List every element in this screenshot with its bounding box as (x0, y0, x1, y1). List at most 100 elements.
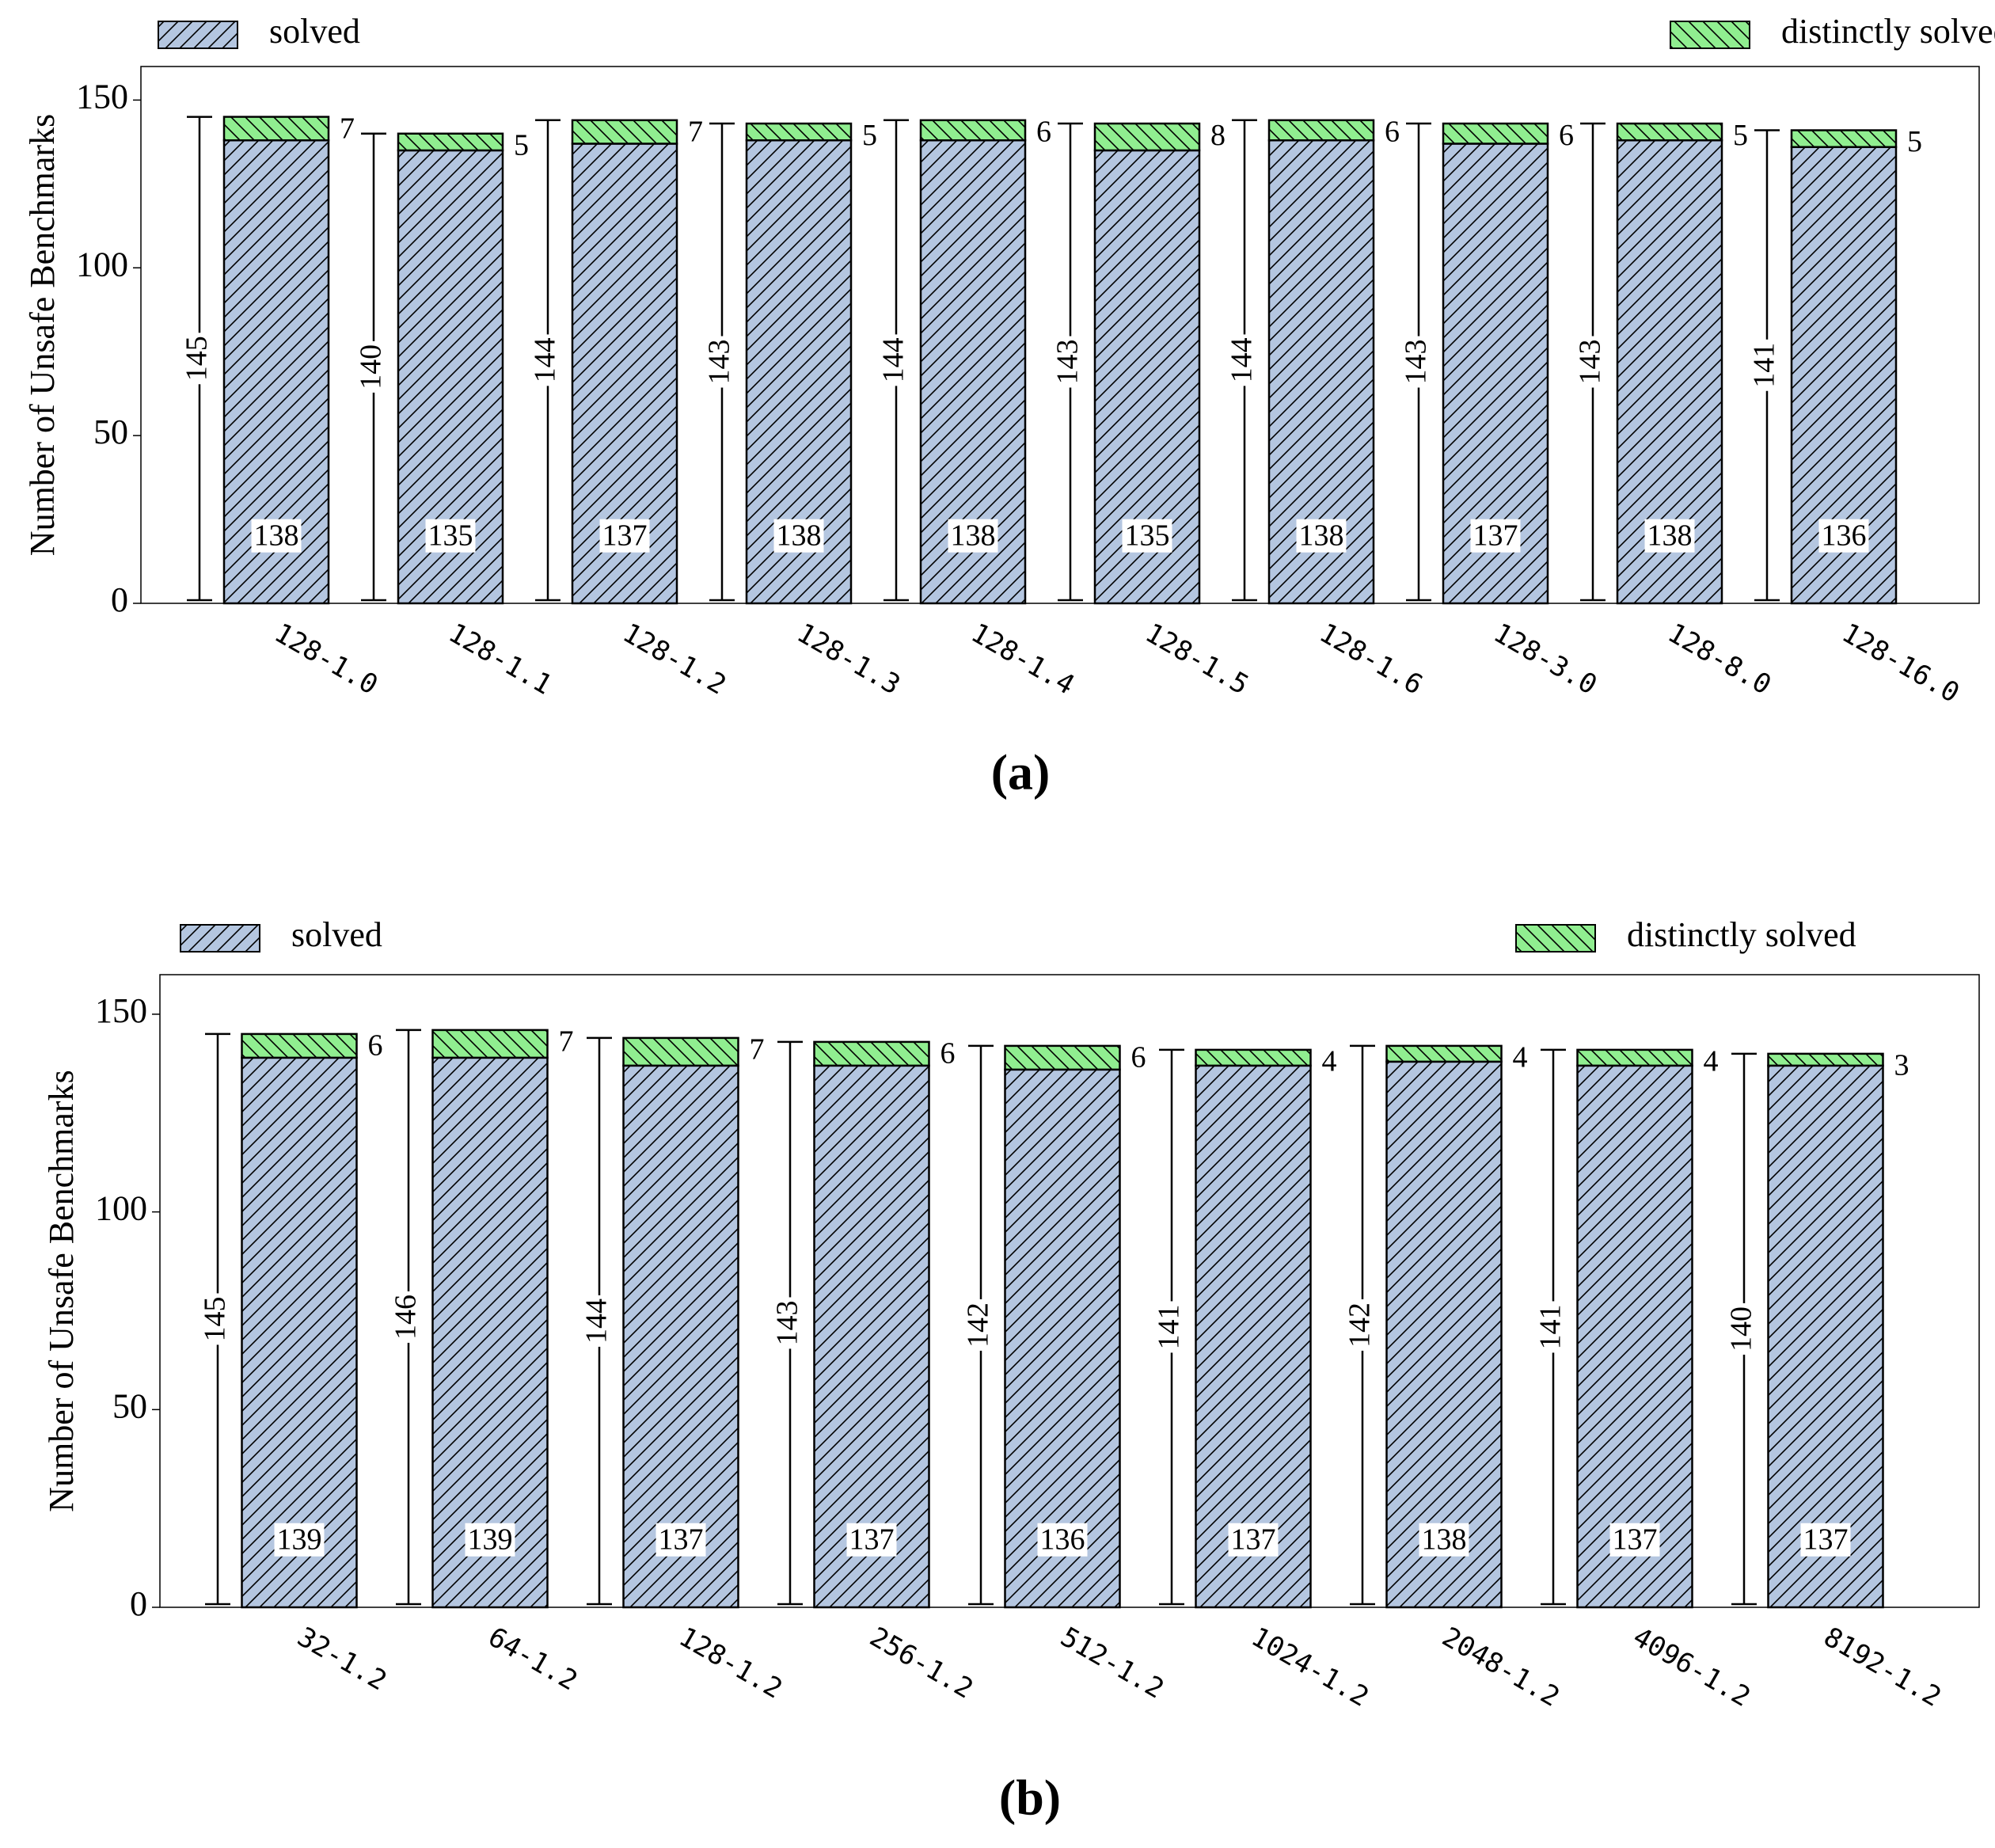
x-tick-label: 128-1.5 (1140, 617, 1254, 701)
value-label-bg (1609, 1523, 1660, 1557)
plot-frame (140, 66, 1980, 604)
value-label: 137 (849, 1523, 895, 1557)
value-label: 137 (1231, 1523, 1276, 1557)
x-tick-label: 128-1.2 (674, 1621, 788, 1705)
value-label-bg (599, 519, 650, 553)
value-label: 137 (1613, 1523, 1658, 1557)
bar (1576, 1064, 1693, 1609)
bar (622, 1064, 739, 1609)
total-label-bg (1343, 1299, 1377, 1351)
bar (1767, 1052, 1884, 1067)
total-label: 143 (1051, 340, 1085, 385)
bar (1616, 122, 1723, 142)
y-tick-label: 150 (76, 77, 128, 116)
total-label-bg (1533, 1301, 1568, 1353)
value-label: 6 (1385, 116, 1400, 149)
value-label-bg (425, 519, 476, 553)
value-label: 7 (688, 116, 703, 149)
caption: (b) (999, 1770, 1061, 1826)
value-label: 137 (1473, 519, 1518, 553)
value-label: 137 (1803, 1523, 1849, 1557)
total-label-bg (1724, 1302, 1758, 1355)
value-label-bg (1470, 519, 1521, 553)
value-label: 3 (1894, 1049, 1910, 1082)
x-tick-label: 128-1.6 (1314, 617, 1428, 701)
value-label-bg (846, 1523, 897, 1557)
total-label: 142 (1343, 1302, 1377, 1348)
total-label: 145 (180, 336, 214, 381)
value-label: 5 (862, 119, 877, 152)
value-label-bg (1419, 1523, 1469, 1557)
x-tick-label: 256-1.2 (864, 1621, 978, 1705)
bar (813, 1064, 930, 1609)
bar (1004, 1044, 1121, 1071)
value-label: 139 (277, 1523, 322, 1557)
y-tick-label: 100 (76, 245, 128, 283)
value-label: 138 (1422, 1523, 1467, 1557)
total-label: 140 (355, 344, 388, 390)
value-label-bg (1296, 519, 1347, 553)
total-label: 143 (1574, 340, 1607, 385)
value-label: 135 (428, 519, 473, 553)
legend-swatch (1670, 21, 1750, 49)
total-label: 144 (1226, 337, 1259, 382)
bar (241, 1056, 358, 1609)
value-label-bg (948, 519, 998, 553)
bar (1195, 1048, 1312, 1067)
x-tick-label: 1024-1.2 (1246, 1621, 1374, 1713)
value-label: 138 (777, 519, 822, 553)
total-label-bg (180, 333, 214, 385)
value-label: 7 (559, 1025, 574, 1059)
y-tick-label: 150 (95, 991, 147, 1030)
bar (919, 119, 1027, 142)
bar (241, 1032, 358, 1059)
y-axis-label: Number of Unsafe Benchmarks (23, 114, 62, 556)
total-label: 143 (1400, 340, 1433, 385)
x-tick-label: 128-1.0 (269, 617, 383, 701)
total-label: 141 (1153, 1304, 1186, 1349)
total-label-bg (876, 334, 910, 386)
total-label: 142 (962, 1302, 995, 1348)
total-label-bg (1399, 336, 1433, 388)
y-tick-label: 100 (95, 1189, 147, 1228)
x-tick-label: 512-1.2 (1055, 1621, 1169, 1705)
value-label: 4 (1704, 1045, 1719, 1078)
x-tick-label: 64-1.2 (483, 1621, 583, 1697)
chart: 0 50 100 150 Number of Unsafe Benchmarks solv… (23, 12, 1995, 800)
total-label: 145 (199, 1296, 232, 1341)
value-label: 4 (1322, 1045, 1337, 1078)
value-label: 135 (1125, 519, 1170, 553)
value-label-bg (251, 519, 302, 553)
total-label-bg (528, 334, 562, 386)
total-label-bg (198, 1293, 232, 1345)
bar (431, 1029, 549, 1059)
total-label: 146 (390, 1295, 423, 1340)
total-label: 144 (529, 337, 562, 382)
bar (1004, 1068, 1121, 1609)
total-label-bg (1573, 336, 1607, 388)
value-label-bg (773, 519, 824, 553)
legend-label: distinctly solved (1627, 915, 1856, 954)
bar (397, 132, 504, 152)
value-label-bg (1037, 1523, 1088, 1557)
value-label: 5 (514, 128, 529, 162)
x-tick-label: 4096-1.2 (1628, 1621, 1756, 1713)
y-tick-label: 50 (112, 1386, 147, 1425)
total-label-bg (1152, 1301, 1186, 1353)
total-label: 143 (771, 1300, 804, 1345)
total-label: 141 (1748, 343, 1781, 388)
x-tick-label: 128-1.1 (443, 617, 557, 701)
value-label-bg (1228, 1523, 1279, 1557)
x-tick-label: 128-8.0 (1662, 617, 1776, 701)
value-label-bg (1818, 519, 1869, 553)
value-label: 6 (1559, 119, 1574, 152)
bar (1576, 1048, 1693, 1067)
total-label-bg (1225, 334, 1259, 386)
x-tick-label: 128-16.0 (1837, 617, 1965, 709)
value-label: 7 (750, 1033, 765, 1067)
total-label: 144 (580, 1299, 614, 1344)
value-label: 137 (602, 519, 648, 553)
bar (1790, 129, 1898, 148)
y-tick-label: 50 (93, 413, 128, 451)
value-label: 7 (340, 112, 355, 145)
